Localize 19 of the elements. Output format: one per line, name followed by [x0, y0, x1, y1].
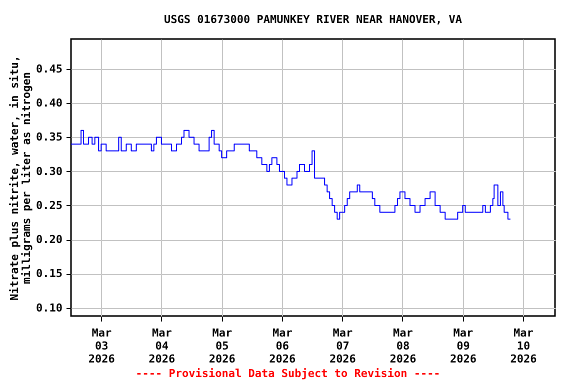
y-tick-label: 0.25 [36, 198, 62, 212]
x-tick-label: Mar 03 2026 [88, 326, 116, 366]
y-tick-label: 0.15 [36, 267, 62, 280]
y-tick-label: 0.30 [36, 164, 62, 178]
x-tick-label: Mar 07 2026 [329, 326, 356, 366]
chart-title: USGS 01673000 PAMUNKEY RIVER NEAR HANOVER, VA [164, 13, 462, 26]
y-tick-label: 0.35 [36, 130, 62, 144]
text: ---- Provisional Data Subject to Revision ---- [134, 367, 442, 380]
x-tick-label: Mar 05 2026 [208, 326, 236, 366]
x-tick-label: Mar 08 2026 [390, 326, 417, 366]
y-tick-label: 0.10 [36, 301, 62, 314]
y-tick-label: 0.45 [36, 62, 62, 76]
x-tick-label: Mar 10 2026 [510, 326, 538, 366]
y-tick-label: 0.20 [36, 233, 62, 246]
y-tick-label: 0.40 [36, 96, 62, 110]
y-axis-title: Nitrate plus nitrite, water, in situ, milligrams per liter as nitrogen [8, 55, 34, 301]
x-tick-label: Mar 09 2026 [450, 326, 477, 366]
x-tick-label: Mar 06 2026 [269, 326, 296, 366]
x-tick-label: Mar 04 2026 [148, 326, 176, 366]
